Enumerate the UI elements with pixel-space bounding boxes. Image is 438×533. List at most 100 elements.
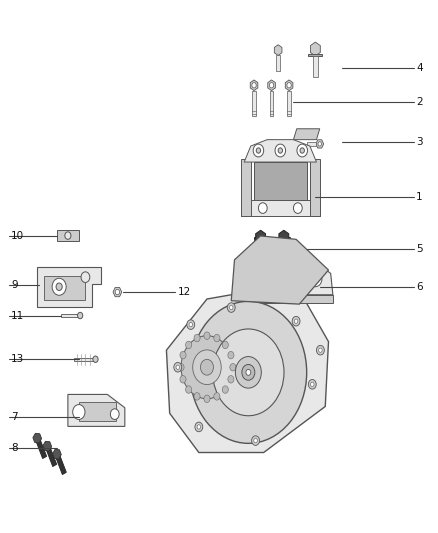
Circle shape [222, 386, 228, 393]
Circle shape [201, 359, 213, 375]
Circle shape [110, 409, 119, 419]
Circle shape [81, 272, 90, 282]
Polygon shape [254, 162, 307, 200]
Circle shape [316, 345, 324, 355]
Polygon shape [254, 237, 267, 240]
Circle shape [180, 376, 186, 383]
Circle shape [287, 83, 291, 88]
Circle shape [214, 334, 220, 342]
Circle shape [294, 319, 298, 324]
Text: 11: 11 [11, 311, 24, 320]
Polygon shape [166, 290, 328, 453]
Circle shape [318, 142, 321, 146]
Text: 6: 6 [416, 282, 423, 292]
Circle shape [300, 148, 304, 153]
Circle shape [197, 425, 201, 429]
Text: 5: 5 [416, 244, 423, 254]
Polygon shape [34, 434, 46, 458]
Polygon shape [33, 433, 42, 443]
Circle shape [78, 312, 83, 319]
Circle shape [187, 320, 194, 329]
Text: 10: 10 [11, 231, 24, 240]
Circle shape [258, 203, 267, 213]
Circle shape [293, 203, 302, 213]
Polygon shape [258, 240, 264, 266]
Circle shape [253, 144, 264, 157]
Circle shape [242, 365, 255, 380]
Polygon shape [254, 295, 333, 303]
Circle shape [308, 379, 316, 389]
Polygon shape [241, 200, 320, 216]
Circle shape [52, 278, 66, 295]
Circle shape [222, 341, 228, 349]
Circle shape [227, 303, 235, 312]
Circle shape [178, 364, 184, 371]
Circle shape [309, 271, 322, 287]
Circle shape [278, 148, 283, 153]
Circle shape [312, 274, 319, 283]
Circle shape [65, 232, 71, 239]
Polygon shape [231, 236, 328, 304]
Circle shape [214, 393, 220, 400]
Polygon shape [256, 230, 265, 244]
Circle shape [292, 317, 300, 326]
Circle shape [190, 301, 307, 443]
Polygon shape [250, 80, 258, 91]
Circle shape [287, 271, 300, 287]
Circle shape [115, 289, 120, 295]
Polygon shape [293, 129, 320, 140]
Circle shape [228, 376, 234, 383]
Circle shape [56, 283, 62, 290]
Polygon shape [113, 287, 122, 297]
Polygon shape [79, 402, 116, 421]
Polygon shape [270, 91, 273, 116]
Polygon shape [241, 159, 251, 216]
Polygon shape [252, 91, 256, 116]
Text: 7: 7 [11, 412, 18, 422]
Circle shape [174, 362, 182, 372]
Circle shape [189, 322, 192, 327]
Polygon shape [37, 266, 101, 307]
Circle shape [297, 144, 307, 157]
Polygon shape [61, 314, 81, 317]
Circle shape [93, 356, 98, 362]
Circle shape [251, 436, 259, 446]
Polygon shape [53, 449, 61, 459]
Text: 4: 4 [416, 63, 423, 73]
Polygon shape [307, 142, 316, 146]
Circle shape [181, 336, 233, 399]
Circle shape [275, 144, 286, 157]
Polygon shape [281, 240, 287, 266]
Circle shape [318, 348, 322, 352]
Circle shape [235, 357, 261, 388]
Circle shape [180, 351, 186, 359]
Circle shape [290, 274, 297, 283]
Polygon shape [44, 442, 57, 466]
Polygon shape [54, 450, 66, 474]
Circle shape [73, 405, 85, 419]
Polygon shape [310, 159, 320, 216]
Polygon shape [254, 260, 333, 295]
Polygon shape [274, 45, 282, 55]
Polygon shape [287, 91, 291, 116]
Circle shape [195, 422, 203, 432]
Circle shape [256, 148, 261, 153]
Circle shape [252, 83, 256, 88]
Polygon shape [244, 140, 316, 162]
Polygon shape [43, 441, 52, 451]
Circle shape [194, 393, 200, 400]
Polygon shape [74, 358, 96, 361]
Circle shape [186, 341, 192, 349]
Polygon shape [57, 230, 79, 241]
Polygon shape [277, 237, 290, 240]
Polygon shape [313, 56, 318, 77]
Text: 8: 8 [11, 443, 18, 453]
Polygon shape [268, 80, 276, 91]
Text: 13: 13 [11, 354, 24, 364]
Circle shape [254, 439, 257, 443]
Circle shape [228, 351, 234, 359]
Circle shape [204, 332, 210, 340]
Circle shape [176, 365, 180, 369]
Circle shape [265, 271, 278, 287]
Text: 12: 12 [177, 287, 191, 297]
